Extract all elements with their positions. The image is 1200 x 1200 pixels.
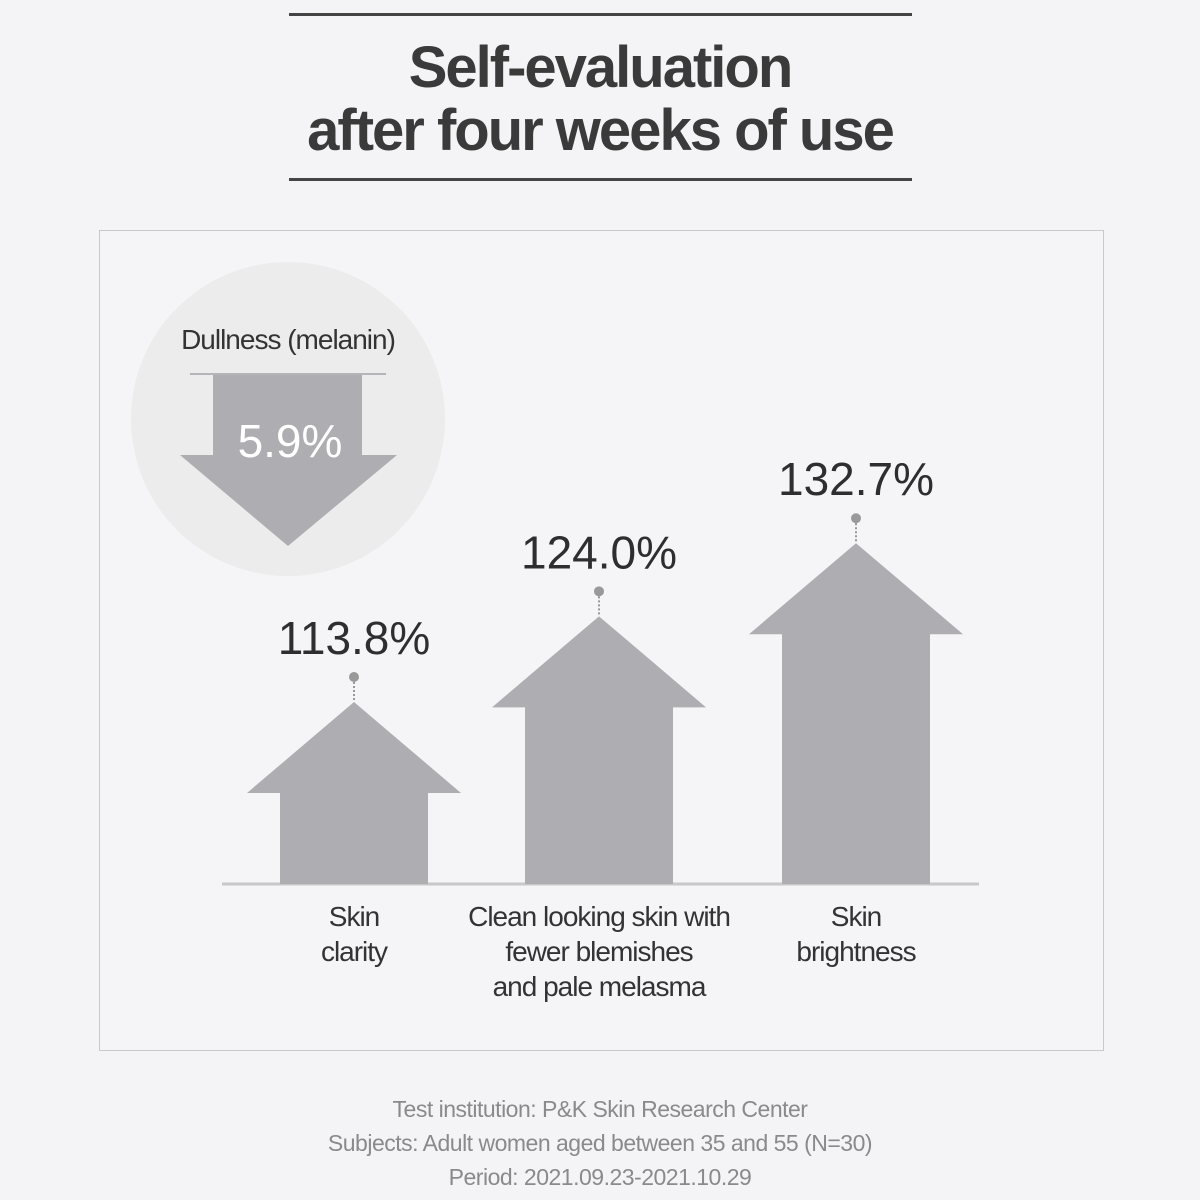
up-arrow-bar (247, 702, 461, 884)
category-label: Clean looking skin with (468, 901, 730, 932)
leader-dot (851, 513, 861, 524)
value-label: 113.8% (278, 612, 431, 664)
value-label: 132.7% (778, 453, 934, 505)
footer-institution: Test institution: P&K Skin Research Cent… (392, 1096, 808, 1122)
category-label: clarity (321, 936, 388, 967)
category-label: Skin (831, 901, 881, 932)
down-arrow-icon (180, 375, 397, 546)
dullness-value: 5.9% (238, 415, 343, 467)
up-arrow-bar (749, 543, 963, 884)
title-rule-bottom (289, 178, 912, 181)
leader-dot (594, 586, 604, 597)
title-rule-top (289, 13, 912, 16)
title-line-1: Self-evaluation (408, 35, 794, 100)
footer-subjects: Subjects: Adult women aged between 35 an… (327, 1130, 873, 1156)
up-arrow-bar (492, 616, 706, 884)
dullness-label: Dullness (melanin) (181, 324, 395, 355)
category-label: and pale melasma (493, 971, 707, 1002)
category-label: brightness (796, 936, 915, 967)
category-label: Skin (329, 901, 379, 932)
leader-dot (349, 672, 359, 682)
title-line-2: after four weeks of use (307, 98, 895, 163)
category-label: fewer blemishes (505, 936, 692, 967)
value-label: 124.0% (521, 526, 677, 578)
footer-period: Period: 2021.09.23-2021.10.29 (448, 1164, 752, 1190)
